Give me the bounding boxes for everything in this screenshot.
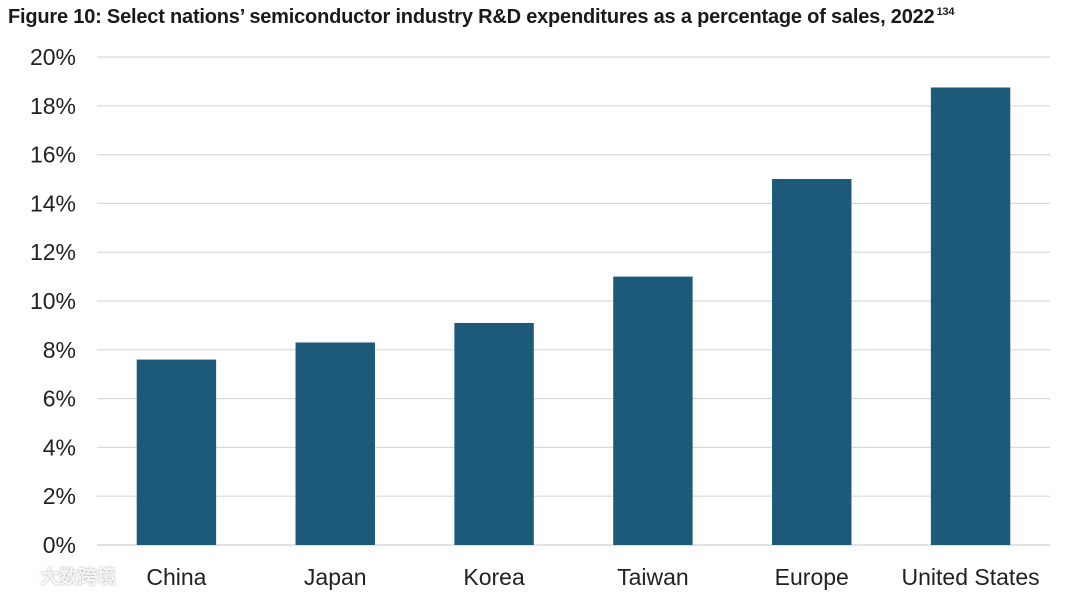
y-tick-label: 10% — [30, 288, 76, 314]
bar-korea — [454, 322, 534, 545]
y-tick-label: 6% — [43, 386, 76, 412]
chart-title-text: Figure 10: Select nations’ semiconductor… — [8, 6, 935, 28]
x-category-label: Europe — [775, 564, 849, 590]
y-tick-label: 14% — [30, 190, 76, 216]
x-axis-category-labels: China Japan Korea Taiwan Europe United States — [146, 564, 1039, 590]
y-tick-label: 18% — [30, 93, 76, 119]
x-category-label: Japan — [304, 564, 367, 590]
bar-united-states — [930, 87, 1011, 545]
bars — [136, 87, 1011, 545]
bar-europe — [772, 179, 852, 545]
x-category-label: United States — [902, 564, 1040, 590]
x-category-label: China — [146, 564, 206, 590]
y-axis-tick-labels: 0% 2% 4% 6% 8% 10% 12% 14% 16% 18% 20% — [30, 44, 76, 558]
bar-japan — [295, 342, 375, 545]
y-tick-label: 12% — [30, 239, 76, 265]
bar-china — [136, 359, 217, 545]
y-tick-label: 0% — [43, 532, 76, 558]
y-tick-label: 2% — [43, 483, 76, 509]
title-footnote: 134 — [936, 6, 955, 19]
watermark-text: 大数跨境 — [40, 566, 117, 588]
chart-title: Figure 10: Select nations’ semiconductor… — [8, 6, 954, 29]
y-tick-label: 16% — [30, 142, 76, 168]
y-tick-label: 8% — [43, 337, 76, 363]
y-tick-label: 4% — [43, 434, 76, 460]
watermark: 大数跨境 — [8, 562, 116, 589]
y-tick-label: 20% — [30, 44, 76, 70]
x-category-label: Korea — [463, 564, 525, 590]
watermark-logo-icon — [9, 569, 34, 585]
gridlines — [97, 56, 1050, 546]
bar-taiwan — [613, 276, 693, 545]
x-category-label: Taiwan — [617, 564, 689, 590]
